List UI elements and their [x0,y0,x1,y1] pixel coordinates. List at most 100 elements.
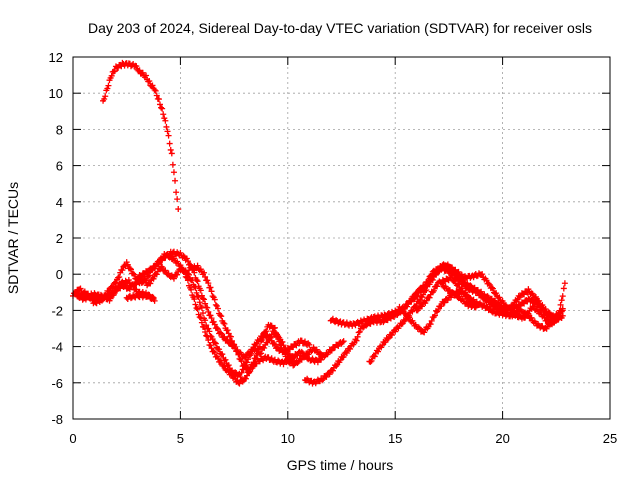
data-point [416,297,423,304]
data-point [318,356,325,363]
data-point [204,277,211,284]
data-point [111,68,118,75]
data-point [399,306,406,313]
data-point [460,280,467,287]
data-point [146,272,153,279]
data-point [209,335,216,342]
data-point [407,298,414,305]
data-point [464,294,471,301]
data-point [372,315,379,322]
data-point [214,326,221,333]
data-point [221,333,228,340]
data-point [191,269,198,276]
data-point [483,303,490,310]
data-point [426,281,433,288]
data-point [184,270,191,277]
data-point [202,300,209,307]
data-point [335,342,342,349]
data-point [260,335,267,342]
data-point [193,305,200,312]
grid-lines [73,57,610,419]
data-point [301,353,308,360]
data-point [205,308,212,315]
data-point [205,280,212,287]
data-point [202,317,209,324]
data-point [339,339,346,346]
data-point [162,117,169,124]
data-point [427,321,434,328]
data-point [211,321,218,328]
data-point [286,352,293,359]
y-tick-label: 8 [56,122,63,137]
series-arc-a [70,251,347,387]
data-point [175,206,182,213]
data-point [164,128,171,135]
data-point [402,310,409,317]
data-point [216,346,223,353]
data-point [483,277,490,284]
data-point [145,269,152,276]
data-point [496,294,503,301]
data-point [488,284,495,291]
data-point [323,373,330,380]
data-point [453,291,460,298]
data-point [196,299,203,306]
data-point [115,64,122,71]
data-point [177,249,184,256]
data-point [183,255,190,262]
data-point [243,359,250,366]
data-point [253,351,260,358]
data-point [450,278,457,285]
data-point [386,312,393,319]
data-point [208,315,215,322]
data-point [194,262,201,269]
data-point [371,353,378,360]
data-point [124,261,131,268]
data-point [491,302,498,309]
data-point [250,359,257,366]
data-point [559,293,566,300]
x-tick-label: 25 [603,431,617,446]
data-point [221,357,228,364]
data-point [513,310,520,317]
data-point [254,346,261,353]
data-point [159,105,166,112]
data-point [408,297,415,304]
data-point [198,292,205,299]
data-point [291,361,298,368]
data-point [224,336,231,343]
data-point [196,314,203,321]
data-point [110,289,117,296]
data-point [521,300,528,307]
data-point [127,266,134,273]
data-point [194,278,201,285]
data-point [149,82,156,89]
data-point [208,345,215,352]
data-point [422,287,429,294]
data-point [342,349,349,356]
data-point [188,286,195,293]
data-point [420,291,427,298]
data-point [180,252,187,259]
data-point [252,355,259,362]
data-point [267,334,274,341]
data-point [240,361,247,368]
data-point [429,276,436,283]
data-point [231,341,238,348]
data-point [263,328,270,335]
data-point [276,338,283,345]
data-point [158,256,165,263]
data-point [123,294,130,301]
data-point [212,340,219,347]
data-point [236,380,243,387]
data-point [124,295,131,302]
data-point [412,304,419,311]
data-point [203,322,210,329]
data-point [166,140,173,147]
data-point [184,258,191,265]
y-axis-label: SDTVAR / TECUs [5,182,21,294]
data-point [398,321,405,328]
data-point [261,344,268,351]
data-point [329,367,336,374]
data-point [282,353,289,360]
